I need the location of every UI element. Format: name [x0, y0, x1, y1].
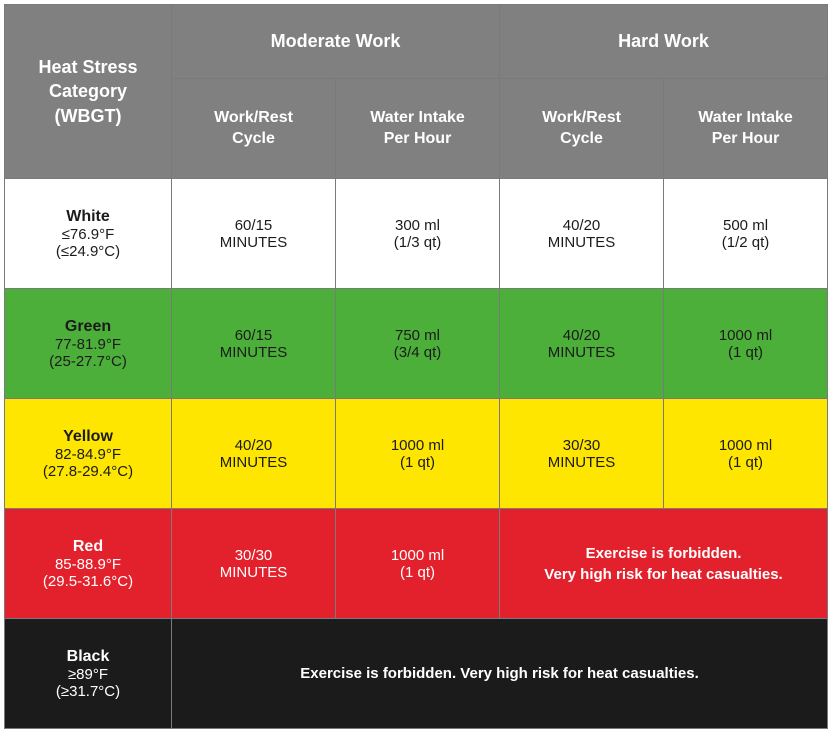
category-name: Red [5, 538, 171, 556]
value-cell: 30/30MINUTES [172, 509, 336, 619]
value-bot: (3/4 qt) [336, 344, 499, 361]
category-cell-white: White≤76.9°F(≤24.9°C) [5, 179, 172, 289]
value-top: 30/30 [172, 547, 335, 564]
value-bot: (1/2 qt) [664, 234, 827, 251]
category-temp-f: 77-81.9°F [5, 336, 171, 353]
category-name: Green [5, 318, 171, 336]
value-cell: 500 ml(1/2 qt) [664, 179, 828, 289]
value-cell: 750 ml(3/4 qt) [336, 289, 500, 399]
value-cell: 1000 ml(1 qt) [664, 289, 828, 399]
header-category-line3: (WBGT) [55, 106, 122, 126]
header-sub-moderate-workrest: Work/RestCycle [172, 79, 336, 179]
value-top: 1000 ml [664, 437, 827, 454]
value-cell: 1000 ml(1 qt) [336, 399, 500, 509]
header-sub-moderate-water: Water IntakePer Hour [336, 79, 500, 179]
value-cell: 1000 ml(1 qt) [664, 399, 828, 509]
header-category: Heat Stress Category (WBGT) [5, 5, 172, 179]
category-temp-f: ≤76.9°F [5, 226, 171, 243]
value-top: 1000 ml [336, 547, 499, 564]
table-row-red: Red85-88.9°F(29.5-31.6°C)30/30MINUTES100… [5, 509, 828, 619]
table-body: White≤76.9°F(≤24.9°C)60/15MINUTES300 ml(… [5, 179, 828, 729]
value-cell: 1000 ml(1 qt) [336, 509, 500, 619]
value-top: 750 ml [336, 327, 499, 344]
category-cell-yellow: Yellow82-84.9°F(27.8-29.4°C) [5, 399, 172, 509]
category-cell-green: Green77-81.9°F(25-27.7°C) [5, 289, 172, 399]
heat-stress-table: Heat Stress Category (WBGT) Moderate Wor… [4, 4, 828, 729]
header-category-line2: Category [49, 81, 127, 101]
value-top: 1000 ml [664, 327, 827, 344]
value-bot: MINUTES [500, 344, 663, 361]
category-cell-red: Red85-88.9°F(29.5-31.6°C) [5, 509, 172, 619]
value-bot: MINUTES [500, 234, 663, 251]
value-bot: (1 qt) [664, 454, 827, 471]
value-top: 1000 ml [336, 437, 499, 454]
category-name: Black [5, 648, 171, 666]
table-row-green: Green77-81.9°F(25-27.7°C)60/15MINUTES750… [5, 289, 828, 399]
value-top: 40/20 [172, 437, 335, 454]
value-top: 30/30 [500, 437, 663, 454]
value-top: 300 ml [336, 217, 499, 234]
header-category-line1: Heat Stress [38, 57, 137, 77]
forbidden-note: Exercise is forbidden.Very high risk for… [500, 509, 828, 619]
value-cell: 60/15MINUTES [172, 289, 336, 399]
value-bot: MINUTES [172, 454, 335, 471]
table-row-yellow: Yellow82-84.9°F(27.8-29.4°C)40/20MINUTES… [5, 399, 828, 509]
category-temp-f: 85-88.9°F [5, 556, 171, 573]
value-top: 500 ml [664, 217, 827, 234]
header-sub-hard-workrest: Work/RestCycle [500, 79, 664, 179]
value-cell: 300 ml(1/3 qt) [336, 179, 500, 289]
value-bot: MINUTES [172, 344, 335, 361]
value-cell: 60/15MINUTES [172, 179, 336, 289]
value-bot: (1/3 qt) [336, 234, 499, 251]
forbidden-note: Exercise is forbidden. Very high risk fo… [172, 619, 828, 729]
value-top: 40/20 [500, 327, 663, 344]
value-bot: MINUTES [172, 234, 335, 251]
category-temp-f: ≥89°F [5, 666, 171, 683]
category-name: Yellow [5, 428, 171, 446]
category-temp-c: (25-27.7°C) [5, 353, 171, 370]
header-group-hard: Hard Work [500, 5, 828, 79]
value-bot: (1 qt) [336, 564, 499, 581]
header-group-moderate: Moderate Work [172, 5, 500, 79]
value-top: 60/15 [172, 217, 335, 234]
value-cell: 30/30MINUTES [500, 399, 664, 509]
value-cell: 40/20MINUTES [172, 399, 336, 509]
table-row-white: White≤76.9°F(≤24.9°C)60/15MINUTES300 ml(… [5, 179, 828, 289]
table-header: Heat Stress Category (WBGT) Moderate Wor… [5, 5, 828, 179]
category-temp-c: (≥31.7°C) [5, 683, 171, 700]
table-row-black: Black≥89°F(≥31.7°C)Exercise is forbidden… [5, 619, 828, 729]
value-top: 60/15 [172, 327, 335, 344]
value-bot: (1 qt) [336, 454, 499, 471]
category-temp-c: (29.5-31.6°C) [5, 573, 171, 590]
category-name: White [5, 208, 171, 226]
category-temp-f: 82-84.9°F [5, 446, 171, 463]
category-temp-c: (≤24.9°C) [5, 243, 171, 260]
value-bot: MINUTES [500, 454, 663, 471]
value-cell: 40/20MINUTES [500, 179, 664, 289]
header-sub-hard-water: Water IntakePer Hour [664, 79, 828, 179]
value-bot: MINUTES [172, 564, 335, 581]
category-cell-black: Black≥89°F(≥31.7°C) [5, 619, 172, 729]
category-temp-c: (27.8-29.4°C) [5, 463, 171, 480]
value-bot: (1 qt) [664, 344, 827, 361]
value-cell: 40/20MINUTES [500, 289, 664, 399]
value-top: 40/20 [500, 217, 663, 234]
